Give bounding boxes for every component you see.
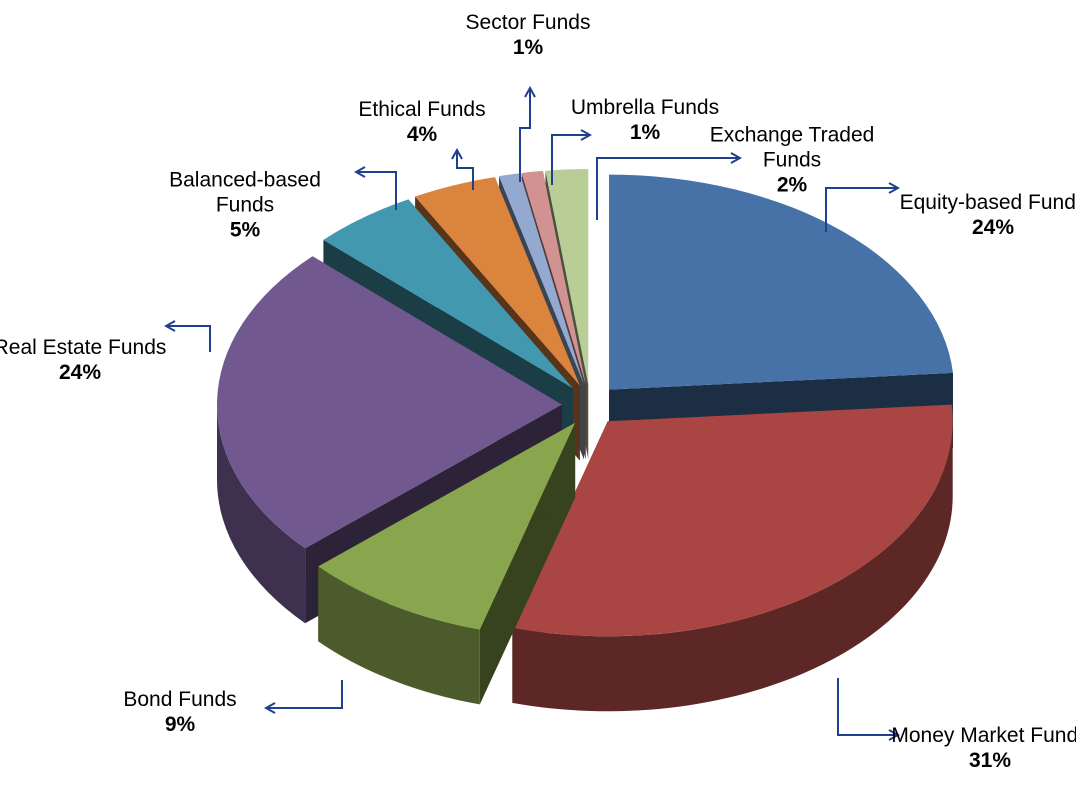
connector (837, 678, 898, 735)
category-label: Ethical Funds (358, 98, 486, 121)
slice-wall (217, 404, 306, 624)
connector (551, 135, 590, 185)
slice (318, 422, 576, 705)
connector (457, 150, 474, 190)
slice-top (323, 199, 573, 389)
slice-label: Balanced-based Funds 5% (140, 168, 350, 243)
slice-top (521, 170, 586, 385)
slice-top (498, 173, 584, 385)
slice-label: Money Market Funds 31% (885, 723, 1076, 773)
value-label: 4% (406, 123, 438, 146)
slice-label: Bond Funds 9% (75, 687, 285, 737)
category-label: Money Market Funds (891, 724, 1076, 747)
slice-label: Sector Funds 1% (423, 10, 633, 60)
slice-top (545, 169, 589, 385)
connector (266, 680, 343, 708)
slice-label: Equity-based Funds 24% (888, 190, 1076, 240)
value-label: 2% (776, 173, 808, 197)
slice-top (609, 174, 953, 390)
category-label: Equity-based Funds (899, 191, 1076, 214)
value-label: 1% (512, 36, 544, 59)
value-label: 9% (164, 713, 196, 736)
slice-top (217, 256, 563, 549)
category-label: Umbrella Funds (570, 96, 720, 119)
category-label: Sector Funds (465, 11, 591, 34)
category-label: Real Estate Funds (0, 336, 167, 359)
value-label: 1% (629, 121, 661, 144)
slice-top (512, 404, 953, 637)
connector (356, 172, 397, 210)
value-label: 24% (58, 361, 102, 384)
slice-label: Ethical Funds 4% (317, 97, 527, 147)
connector (825, 188, 898, 232)
slice-top (318, 422, 576, 630)
connector (596, 158, 740, 220)
slice (512, 404, 953, 712)
slice-label: Umbrella Funds 1% (540, 95, 750, 145)
category-label: Balanced-based Funds (169, 168, 321, 217)
slice-wall (318, 566, 480, 705)
slice-top (415, 177, 580, 386)
category-label: Bond Funds (123, 688, 237, 711)
category-label: Exchange Traded Funds (709, 123, 875, 172)
value-label: 31% (968, 749, 1012, 772)
slice-wall (512, 421, 953, 712)
connector (519, 88, 530, 182)
connector (166, 326, 211, 352)
slice-label: Exchange Traded Funds 2% (702, 123, 882, 198)
value-label: 5% (229, 218, 261, 242)
slice-label: Real Estate Funds 24% (0, 335, 185, 385)
value-label: 24% (971, 216, 1015, 239)
